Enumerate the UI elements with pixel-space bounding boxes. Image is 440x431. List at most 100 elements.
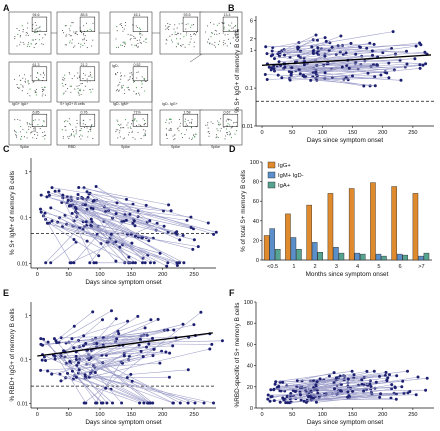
participant-trajectory <box>84 226 117 262</box>
flow-event-dot <box>115 74 117 76</box>
flow-event-dot <box>119 24 121 26</box>
flow-event-dot <box>44 138 46 140</box>
flow-event-dot <box>184 121 186 123</box>
data-point <box>69 261 73 265</box>
flow-event-dot <box>231 27 233 29</box>
data-point <box>118 245 122 249</box>
flow-event-dot <box>44 86 46 88</box>
data-point <box>83 203 87 207</box>
flow-event-dot <box>78 136 80 138</box>
flow-event-dot <box>127 134 130 136</box>
data-point <box>393 386 397 390</box>
flow-event-dot <box>65 120 67 122</box>
participant-trajectory <box>284 31 394 50</box>
flow-event-dot <box>41 95 43 97</box>
flow-gate <box>132 16 149 32</box>
flow-event-dot <box>127 33 129 35</box>
flow-event-dot <box>28 128 30 130</box>
legend-label: IgM+ IgD- <box>278 173 304 179</box>
flow-event-dot <box>78 42 80 44</box>
flow-event-dot <box>76 85 78 87</box>
flow-event-dot <box>117 137 119 139</box>
data-point <box>311 51 315 55</box>
data-point <box>115 337 119 341</box>
flow-event-dot <box>45 34 47 36</box>
flow-event-dot <box>83 33 85 35</box>
data-point <box>39 207 42 211</box>
data-point <box>307 395 310 399</box>
flow-event-dot <box>144 134 147 136</box>
flow-event-dot <box>169 24 171 26</box>
data-point <box>283 53 286 57</box>
flow-event-dot <box>169 35 171 37</box>
data-point <box>178 401 182 405</box>
data-point <box>346 395 350 399</box>
flow-event-dot <box>89 128 91 131</box>
flow-event-dot <box>120 44 122 46</box>
flow-event-dot <box>71 78 73 80</box>
data-point <box>40 358 44 362</box>
flow-event-dot <box>73 136 75 138</box>
y-tick-label: 60 <box>247 342 253 348</box>
flow-event-dot <box>165 28 167 30</box>
flow-event-dot <box>33 130 35 132</box>
legend-label: IgA+ <box>278 183 291 189</box>
flow-event-dot <box>131 74 133 76</box>
y-tick-label: 1 <box>25 170 28 176</box>
flow-event-dot <box>139 124 142 126</box>
flow-event-dot <box>74 75 76 77</box>
flow-event-dot <box>45 134 47 136</box>
data-point <box>133 261 137 265</box>
data-point <box>315 380 319 384</box>
flow-event-dot <box>78 75 80 77</box>
flow-event-dot <box>89 28 91 30</box>
flow-event-dot <box>115 90 117 92</box>
flow-gate <box>31 16 48 32</box>
flow-event-dot <box>42 71 44 73</box>
data-point <box>104 386 108 390</box>
data-point <box>400 385 404 389</box>
flow-event-dot <box>70 91 72 93</box>
flow-event-dot <box>78 89 80 92</box>
flow-event-dot <box>206 25 209 27</box>
x-tick-label: 150 <box>127 272 136 278</box>
data-point <box>53 189 57 193</box>
data-point <box>347 66 351 70</box>
bar <box>412 193 419 261</box>
data-point <box>126 319 130 323</box>
flow-event-dot <box>34 90 36 92</box>
flow-event-dot <box>85 39 88 41</box>
flow-event-dot <box>223 28 225 30</box>
data-point <box>44 261 48 265</box>
flow-event-dot <box>86 81 88 83</box>
data-point <box>421 63 425 67</box>
flow-event-dot <box>16 28 18 30</box>
data-point <box>316 391 320 395</box>
flow-event-dot <box>135 44 137 46</box>
data-point <box>172 328 176 332</box>
flow-event-dot <box>129 34 131 36</box>
data-point <box>83 373 87 377</box>
flow-event-dot <box>135 25 137 27</box>
flow-event-dot <box>136 77 138 79</box>
data-point <box>214 230 218 234</box>
data-point <box>332 381 336 385</box>
data-point <box>302 63 306 67</box>
flow-event-dot <box>76 77 79 79</box>
data-point <box>39 368 43 372</box>
flow-event-dot <box>37 134 39 136</box>
flow-event-dot <box>176 32 179 34</box>
data-point <box>414 44 418 48</box>
y-tick-label: 0.1 <box>20 216 28 222</box>
flow-event-dot <box>62 76 64 78</box>
flow-event-dot <box>230 119 232 121</box>
data-point <box>53 354 57 358</box>
y-tick-label: 40 <box>253 219 259 225</box>
flow-event-dot <box>234 121 236 124</box>
flow-event-dot <box>117 85 119 87</box>
bar <box>275 248 281 261</box>
bar <box>354 252 360 261</box>
data-point <box>82 334 86 338</box>
flow-event-dot <box>18 75 21 77</box>
flow-event-dot <box>42 72 44 74</box>
